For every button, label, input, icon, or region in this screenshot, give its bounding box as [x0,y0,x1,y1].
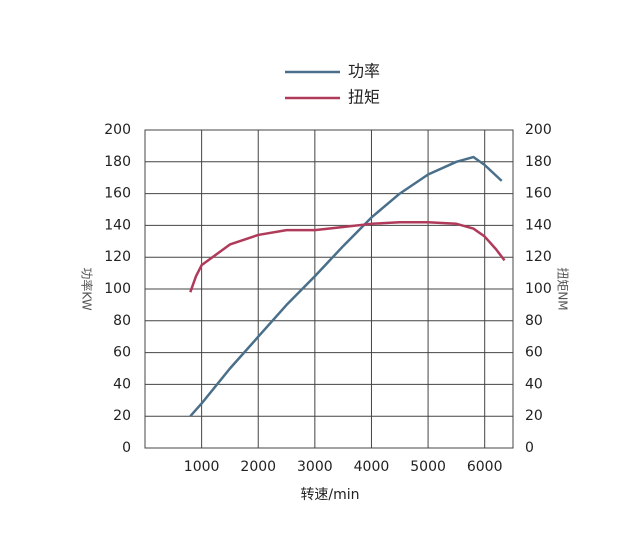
y2-tick-label: 60 [525,345,543,361]
x-tick-label: 1000 [184,459,220,475]
x-axis-label: 转速/min [300,487,359,503]
y2-tick-label: 140 [525,217,552,233]
y-tick-label: 100 [104,281,131,297]
y2-tick-label: 160 [525,186,552,202]
legend-label: 功率 [348,62,380,81]
y-tick-label: 140 [104,217,131,233]
x-tick-label: 6000 [467,459,503,475]
y-axis-label: 功率KW [80,267,95,310]
y-tick-label: 40 [113,376,131,392]
legend-label: 扭矩 [348,88,380,107]
y2-tick-label: 20 [525,408,543,424]
y2-tick-label: 100 [525,281,552,297]
y2-tick-label: 0 [525,440,534,456]
y2-tick-label: 200 [525,122,552,138]
y-tick-label: 80 [113,313,131,329]
y-tick-label: 160 [104,186,131,202]
x-tick-label: 2000 [240,459,276,475]
y-tick-label: 120 [104,249,131,265]
x-tick-label: 4000 [354,459,390,475]
series-line [189,155,503,418]
y2-tick-label: 180 [525,154,552,170]
y-tick-label: 20 [113,408,131,424]
y2-axis-label: 扭矩NM [556,267,570,310]
y-tick-label: 180 [104,154,131,170]
x-tick-label: 5000 [410,459,446,475]
y2-tick-label: 40 [525,376,543,392]
x-tick-label: 3000 [297,459,333,475]
y-tick-label: 60 [113,345,131,361]
y2-tick-label: 120 [525,249,552,265]
series-line [189,220,506,293]
y2-tick-label: 80 [525,313,543,329]
y-tick-label: 200 [104,122,131,138]
y-tick-label: 0 [122,440,131,456]
